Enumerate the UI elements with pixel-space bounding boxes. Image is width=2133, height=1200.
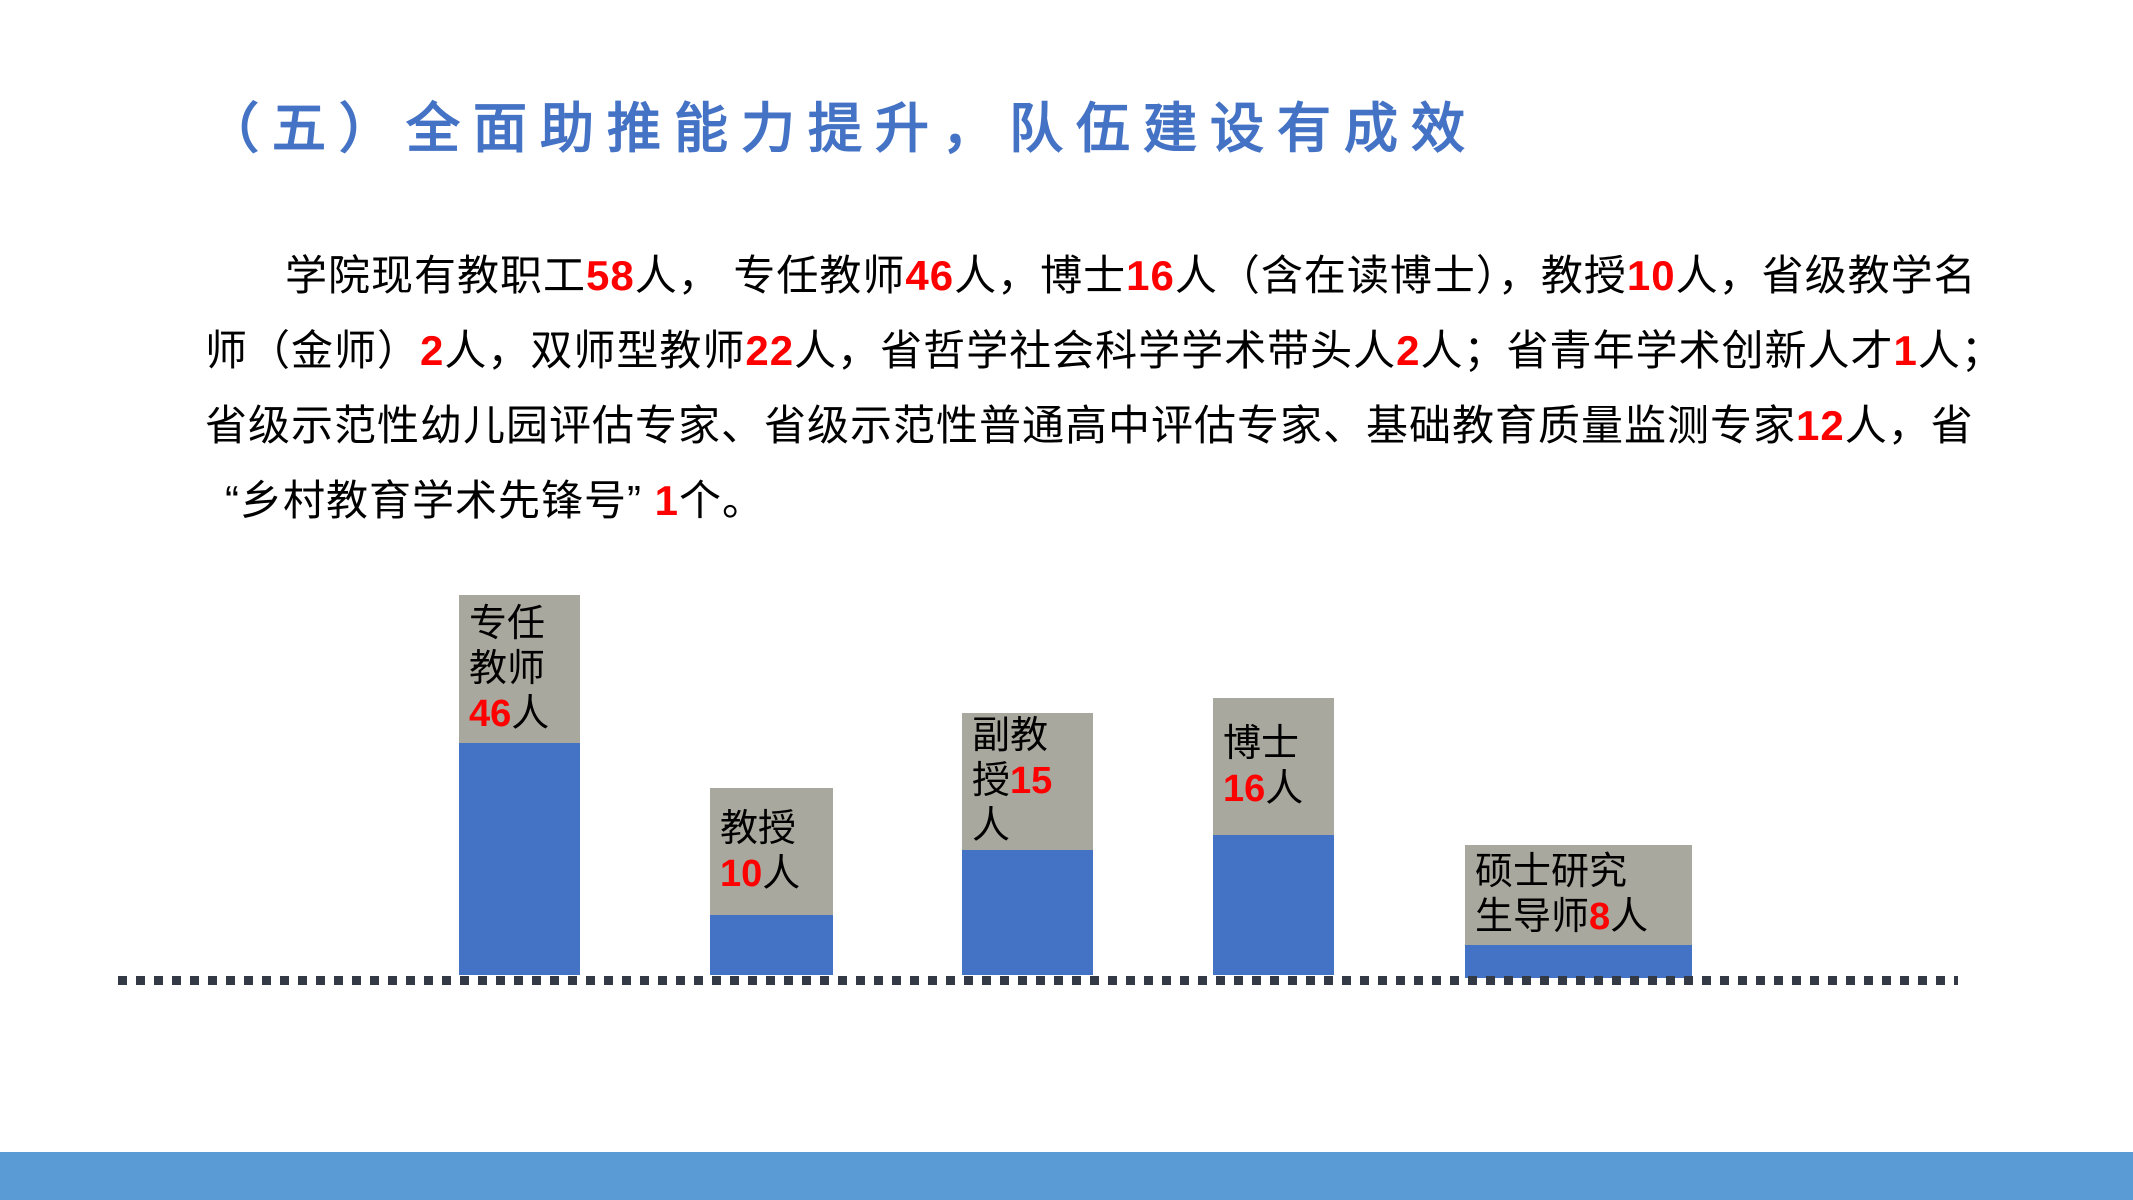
highlighted-number: 10 [1626,252,1676,299]
bar-label-line: 硕士研究 [1475,850,1692,895]
text-run: 师（金师） [205,327,421,374]
paragraph-line: “乡村教育学术先锋号” 1个。 [205,463,2005,538]
text-run: 人，省哲学社会科学学术带头人 [794,327,1397,374]
text-run: 人，省 [1844,402,1974,449]
dotted-baseline [118,976,1958,985]
bar-group-full-time-teachers: 专任 教师 46人 [459,595,580,975]
text-run: 人； [1917,327,2004,374]
highlighted-number: 22 [745,327,795,374]
highlighted-number: 15 [1010,760,1053,802]
bar-label-line: 教授 [720,807,833,852]
text-run: 博士 [1223,722,1300,765]
bar-label-box: 专任 教师 46人 [459,595,580,743]
bar-group-doctors: 博士 16人 [1213,698,1334,975]
text-run: 人 [511,692,550,735]
paragraph-line: 省级示范性幼儿园评估专家、省级示范性普通高中评估专家、基础教育质量监测专家12人… [205,388,2005,463]
text-run: 副教 [972,715,1049,757]
bar-label-box: 博士 16人 [1213,698,1334,835]
text-run: 教授 [720,807,797,850]
text-run: “乡村教育学术先锋号” [225,477,655,524]
footer-accent-bar [0,1152,2133,1200]
text-run: 人，博士 [954,252,1127,299]
bar-label-line: 16人 [1223,767,1334,812]
highlighted-number: 1 [1893,327,1918,374]
bar-label-box: 硕士研究 生导师8人 [1465,845,1692,945]
text-run: 教师 [469,647,546,690]
bar-label-line: 博士 [1223,722,1334,767]
bar-label-line: 授15 [972,759,1093,804]
paragraph-line: 师（金师）2人，双师型教师22人，省哲学社会科学学术带头人2人；省青年学术创新人… [205,313,2005,388]
page-title: （五）全面助推能力提升，队伍建设有成效 [205,99,1478,159]
highlighted-number: 46 [469,692,512,735]
bar-label-line: 10人 [720,852,833,897]
bar-group-masters-supervisors: 硕士研究 生导师8人 [1465,845,1692,978]
bar-label-line: 46人 [469,692,580,737]
bar-fill [1465,945,1692,978]
bar-fill [962,850,1093,975]
text-run: 人；省青年学术创新人才 [1420,327,1894,374]
highlighted-number: 1 [654,477,680,524]
body-paragraph: 学院现有教职工58人， 专任教师46人，博士16人（含在读博士），教授10人，省… [205,238,2005,538]
text-run: 省级示范性幼儿园评估专家、省级示范性普通高中评估专家、基础教育质量监测专家 [205,402,1797,449]
text-run: 人， 专任教师 [634,252,906,299]
highlighted-number: 16 [1126,252,1175,299]
paragraph-line: 学院现有教职工58人， 专任教师46人，博士16人（含在读博士），教授10人，省… [205,238,2005,313]
text-run: 生导师 [1475,896,1590,938]
bar-group-professors: 教授 10人 [710,788,833,975]
bar-label-line: 生导师8人 [1475,895,1692,940]
bar-group-associate-professors: 副教 授15 人 [962,713,1093,975]
text-run: 硕士研究 [1475,851,1628,893]
text-run: 个。 [679,477,766,524]
highlighted-number: 58 [586,252,635,299]
bar-fill [710,915,833,975]
text-run: 授 [972,760,1011,802]
bar-label-line: 副教 [972,714,1093,759]
bar-fill [459,743,580,975]
highlighted-number: 46 [905,252,955,299]
text-run: 人（含在读博士），教授 [1174,252,1627,299]
bar-label-box: 教授 10人 [710,788,833,915]
text-run: 人 [1610,896,1649,938]
highlighted-number: 12 [1796,402,1845,449]
bar-label-line: 教师 [469,647,580,692]
bar-label-line: 人 [972,804,1093,849]
text-run: 人 [972,805,1011,847]
text-run: 学院现有教职工 [285,252,587,299]
bar-fill [1213,835,1334,975]
text-run: 人 [1265,767,1304,810]
highlighted-number: 16 [1223,767,1266,810]
text-run: 人，双师型教师 [444,327,746,374]
highlighted-number: 2 [1396,327,1421,374]
bar-label-box: 副教 授15 人 [962,713,1093,850]
highlighted-number: 10 [720,852,763,895]
highlighted-number: 8 [1589,896,1611,938]
text-run: 人 [762,852,801,895]
text-run: 人，省级教学名 [1675,252,1977,299]
highlighted-number: 2 [420,327,445,374]
text-run: 专任 [469,602,546,645]
bar-label-line: 专任 [469,602,580,647]
